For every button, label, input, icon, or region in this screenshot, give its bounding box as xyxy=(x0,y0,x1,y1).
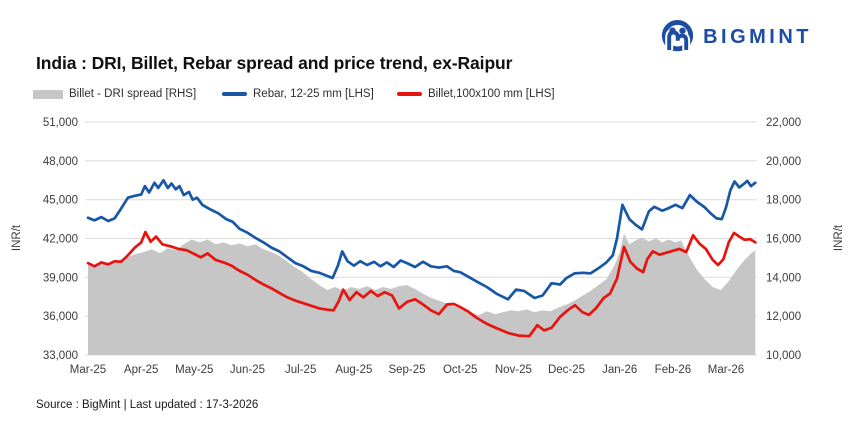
svg-text:Nov-25: Nov-25 xyxy=(495,364,532,376)
source-note: Source : BigMint | Last updated : 17-3-2… xyxy=(36,399,259,411)
bigmint-logo: BIGMINT xyxy=(659,18,812,57)
rebar-swatch xyxy=(222,92,247,96)
svg-text:51,000: 51,000 xyxy=(43,117,78,129)
legend-item-billet: Billet,100x100 mm [LHS] xyxy=(397,86,555,102)
legend-item-rebar: Rebar, 12-25 mm [LHS] xyxy=(222,86,374,102)
svg-text:10,000: 10,000 xyxy=(766,350,801,362)
bigmint-logo-text: BIGMINT xyxy=(703,26,812,48)
legend-label-rebar: Rebar, 12-25 mm [LHS] xyxy=(253,88,374,100)
svg-text:Mar-25: Mar-25 xyxy=(70,364,106,376)
svg-text:18,000: 18,000 xyxy=(766,195,801,207)
svg-text:48,000: 48,000 xyxy=(43,156,78,168)
svg-text:Apr-25: Apr-25 xyxy=(124,364,159,376)
svg-text:12,000: 12,000 xyxy=(766,311,801,323)
svg-text:INR/t: INR/t xyxy=(11,224,23,251)
svg-text:22,000: 22,000 xyxy=(766,117,801,129)
svg-text:Oct-25: Oct-25 xyxy=(443,364,478,376)
svg-text:33,000: 33,000 xyxy=(43,350,78,362)
svg-text:Jan-26: Jan-26 xyxy=(602,364,637,376)
legend-item-spread: Billet - DRI spread [RHS] xyxy=(33,86,196,102)
svg-text:Aug-25: Aug-25 xyxy=(335,364,372,376)
svg-text:39,000: 39,000 xyxy=(43,272,78,284)
svg-text:42,000: 42,000 xyxy=(43,234,78,246)
page-title: India : DRI, Billet, Rebar spread and pr… xyxy=(36,53,513,73)
svg-text:Feb-26: Feb-26 xyxy=(655,364,691,376)
svg-text:Jun-25: Jun-25 xyxy=(230,364,265,376)
svg-text:INR/t: INR/t xyxy=(833,224,845,251)
bigmint-logo-icon xyxy=(659,18,696,57)
svg-text:Sep-25: Sep-25 xyxy=(388,364,425,376)
spread-swatch xyxy=(33,89,63,99)
svg-text:14,000: 14,000 xyxy=(766,272,801,284)
svg-text:Mar-26: Mar-26 xyxy=(708,364,744,376)
legend-label-spread: Billet - DRI spread [RHS] xyxy=(69,88,197,100)
legend: Billet - DRI spread [RHS] Rebar, 12-25 m… xyxy=(0,86,859,104)
svg-text:45,000: 45,000 xyxy=(43,195,78,207)
svg-text:May-25: May-25 xyxy=(175,364,213,376)
svg-text:Jul-25: Jul-25 xyxy=(285,364,316,376)
svg-text:16,000: 16,000 xyxy=(766,234,801,246)
billet-swatch xyxy=(397,92,422,96)
legend-label-billet: Billet,100x100 mm [LHS] xyxy=(428,88,555,100)
svg-text:Dec-25: Dec-25 xyxy=(548,364,585,376)
svg-text:20,000: 20,000 xyxy=(766,156,801,168)
svg-text:36,000: 36,000 xyxy=(43,311,78,323)
